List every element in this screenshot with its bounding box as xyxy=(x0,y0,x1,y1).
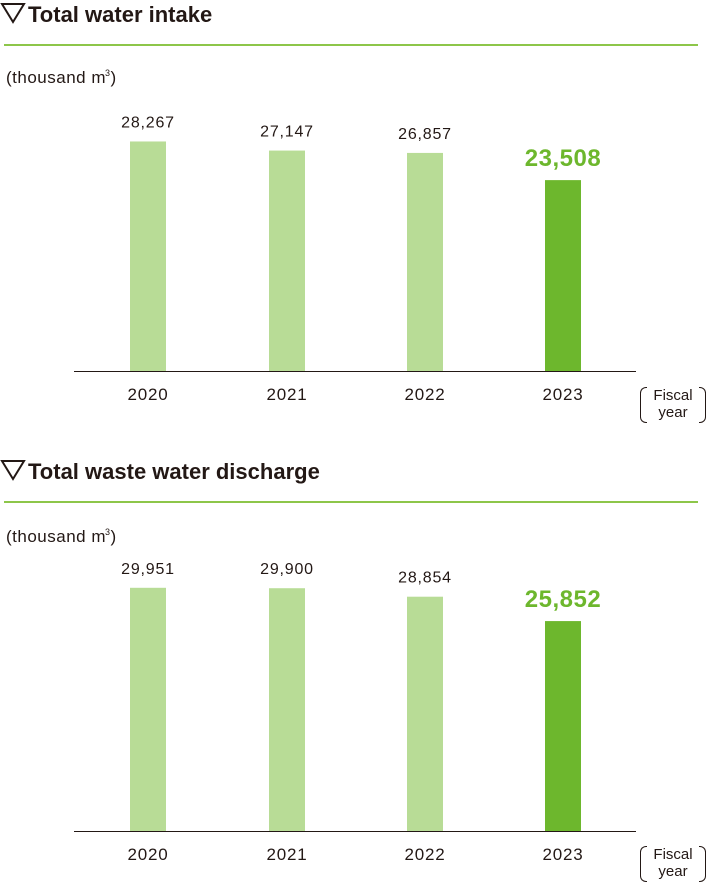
waste-water-heading: Total waste water discharge xyxy=(28,459,320,484)
bracket-right xyxy=(699,846,706,882)
year-label-2021: 2021 xyxy=(266,385,307,404)
bar-2023 xyxy=(545,621,581,831)
unit-prefix: (thousand m xyxy=(6,527,106,546)
value-label-2021: 29,900 xyxy=(260,561,314,578)
value-label-2020: 28,267 xyxy=(121,114,175,131)
bar-2020 xyxy=(130,141,166,371)
waste-water-rule xyxy=(4,501,698,503)
triangle-down-icon xyxy=(0,460,26,481)
fiscal-line1: Fiscal xyxy=(653,846,693,863)
value-label-2020: 29,951 xyxy=(121,561,175,578)
fiscal-line2: year xyxy=(658,863,688,880)
year-label-2021: 2021 xyxy=(266,845,307,864)
bar-2023 xyxy=(545,180,581,371)
water-intake-title: Total water intake xyxy=(0,0,212,30)
value-label-2022: 28,854 xyxy=(398,570,452,587)
year-label-2023: 2023 xyxy=(542,845,583,864)
unit-suffix: ) xyxy=(110,68,117,87)
year-label-2022: 2022 xyxy=(404,385,445,404)
waste-water-section: Total waste water discharge (thousand m3… xyxy=(0,457,710,885)
year-label-2022: 2022 xyxy=(404,845,445,864)
value-label-2021: 27,147 xyxy=(260,124,314,141)
bar-2021 xyxy=(269,150,305,371)
triangle-down-icon xyxy=(0,3,26,24)
fiscal-year-label: Fiscal year xyxy=(640,385,706,429)
year-label-2023: 2023 xyxy=(542,385,583,404)
water-intake-chart: 28,267 2020 27,147 2021 26,857 2022 23,508 2023 xyxy=(74,114,636,404)
fiscal-line2: year xyxy=(658,404,688,421)
unit-suffix: ) xyxy=(110,527,117,546)
water-intake-unit: (thousand m3) xyxy=(6,68,117,88)
waste-water-chart: 29,951 2020 29,900 2021 28,854 2022 25,852 2023 xyxy=(74,561,636,864)
water-intake-section: Total water intake (thousand m3) 28,267 2… xyxy=(0,0,710,440)
water-intake-rule xyxy=(4,44,698,46)
year-label-2020: 2020 xyxy=(127,385,168,404)
unit-prefix: (thousand m xyxy=(6,68,106,87)
unit-superscript: 3 xyxy=(105,527,111,537)
bracket-left xyxy=(640,387,647,423)
value-label-2023: 23,508 xyxy=(525,145,601,172)
value-label-2022: 26,857 xyxy=(398,126,452,143)
fiscal-line1: Fiscal xyxy=(653,387,693,404)
bar-2022 xyxy=(407,152,443,371)
bar-2021 xyxy=(269,588,305,831)
bracket-left xyxy=(640,846,647,882)
unit-superscript: 3 xyxy=(105,68,111,78)
bar-2020 xyxy=(130,587,166,831)
value-label-2023: 25,852 xyxy=(525,586,601,613)
bracket-right xyxy=(699,387,706,423)
water-intake-heading: Total water intake xyxy=(28,2,213,27)
year-label-2020: 2020 xyxy=(127,845,168,864)
fiscal-year-label: Fiscal year xyxy=(640,844,706,888)
bar-2022 xyxy=(407,596,443,831)
waste-water-title: Total waste water discharge xyxy=(0,457,320,487)
waste-water-unit: (thousand m3) xyxy=(6,527,117,547)
